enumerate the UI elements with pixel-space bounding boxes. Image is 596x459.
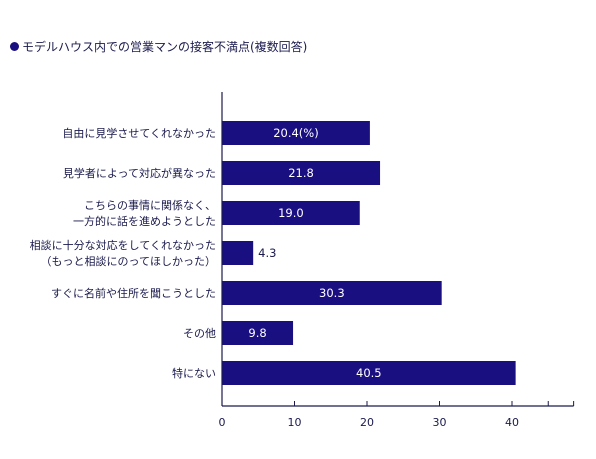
category-label: 相談に十分な対応をしてくれなかった — [30, 238, 216, 252]
x-tick-label: 40 — [505, 416, 519, 429]
bar-value-label: 30.3 — [319, 286, 345, 300]
bar — [222, 161, 381, 185]
category-label: 特にない — [172, 366, 216, 380]
bar-value-label: 21.8 — [288, 166, 314, 180]
x-tick-label: 30 — [433, 416, 447, 429]
bars-layer: 20.4(%) 自由に見学させてくれなかった 21.8 見学者によって対応が異なった 1… — [30, 121, 516, 385]
category-label: （もっと相談にのってほしかった） — [41, 254, 216, 268]
category-label: 見学者によって対応が異なった — [63, 166, 216, 180]
category-label: その他 — [183, 327, 216, 340]
bar-value-label: 4.3 — [258, 246, 276, 260]
x-tick-label: 20 — [360, 416, 374, 429]
chart-title: モデルハウス内での営業マンの接客不満点(複数回答) — [10, 38, 307, 55]
bar — [222, 121, 370, 145]
bar — [222, 361, 516, 385]
category-label: こちらの事情に関係なく、 — [84, 199, 216, 212]
x-tick-label: 10 — [288, 416, 302, 429]
axis-layer: 0 10 20 30 40 — [219, 92, 575, 429]
category-label: 自由に見学させてくれなかった — [62, 126, 216, 140]
bar — [222, 281, 442, 305]
bar-value-label: 19.0 — [278, 206, 304, 220]
bar — [222, 321, 294, 345]
category-label: すぐに名前や住所を聞こうとした — [51, 286, 216, 300]
bar — [222, 241, 254, 265]
chart-title-text: モデルハウス内での営業マンの接客不満点(複数回答) — [22, 40, 308, 54]
bullet-dot-icon — [10, 42, 19, 51]
x-tick-label: 0 — [219, 416, 226, 429]
bar — [222, 201, 360, 225]
bar-value-label: 9.8 — [248, 326, 266, 340]
bar-value-label: 40.5 — [356, 366, 382, 380]
category-label: 一方的に話を進めようとした — [73, 214, 216, 228]
bar-value-label: 20.4(%) — [273, 126, 319, 140]
